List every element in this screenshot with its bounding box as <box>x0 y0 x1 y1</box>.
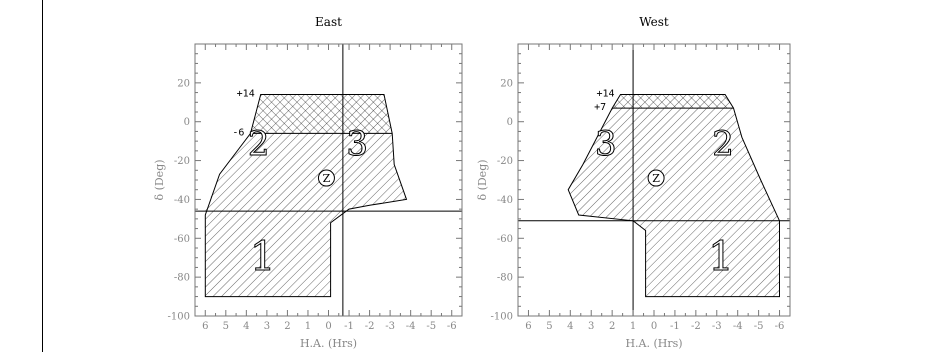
x-tick-label: 3 <box>588 321 594 332</box>
x-tick-label: 4 <box>243 321 249 332</box>
zone-number-label: 3 <box>595 124 617 164</box>
west-panel: West H.A. (Hrs) δ (Deg) 6 5 4 3 2 1 0 -1 -2 -3 -4-… <box>476 15 791 350</box>
panel-title: East <box>315 15 342 29</box>
zone-number-label: 1 <box>250 234 275 280</box>
x-tick-label: -6 <box>775 321 785 332</box>
y-tick-label: 20 <box>500 78 513 89</box>
x-tick-label: 0 <box>325 321 331 332</box>
x-tick-label: 5 <box>223 321 229 332</box>
y-tick-label: -60 <box>174 234 190 245</box>
y-tick-label: -40 <box>174 195 190 206</box>
zenith-label: Z <box>323 172 331 185</box>
zone-cross-hatched <box>612 94 734 109</box>
y-axis-label: δ (Deg) <box>153 159 166 200</box>
y-tick-label: 0 <box>507 117 513 128</box>
x-axis-label: H.A. (Hrs) <box>300 337 357 350</box>
y-tick-label: -20 <box>174 156 190 167</box>
x-tick-label: 6 <box>202 321 208 332</box>
x-tick-label: 1 <box>305 321 311 332</box>
zone-3 <box>568 108 634 221</box>
y-tick-label: -100 <box>491 312 513 323</box>
zenith-marker <box>647 169 665 187</box>
zone-cross-hatched <box>250 94 393 134</box>
y-tick-label: -40 <box>497 195 513 206</box>
y-axis-label: δ (Deg) <box>476 159 489 200</box>
x-tick-label: 1 <box>630 321 636 332</box>
x-tick-label: -2 <box>691 321 701 332</box>
x-tick-label: 4 <box>567 321 573 332</box>
zone-number-label: 3 <box>346 124 368 164</box>
x-axis-label: H.A. (Hrs) <box>625 337 682 350</box>
x-tick-label: -4 <box>733 321 743 332</box>
y-tick-label: 20 <box>177 78 190 89</box>
zone-number-label: 2 <box>248 124 270 164</box>
zenith-label: Z <box>652 172 660 185</box>
y-tick-label: -20 <box>497 156 513 167</box>
x-tick-label: 3 <box>264 321 270 332</box>
y-tick-label: -80 <box>174 273 190 284</box>
zone-2 <box>633 108 780 221</box>
east-panel: East H.A. (Hrs) δ (Deg) 6 5 4 3 2 1 0 -1 -2 -3 -4-… <box>153 15 463 350</box>
zone-3 <box>342 133 407 212</box>
x-tick-label: -3 <box>712 321 722 332</box>
x-tick-label: -6 <box>447 321 457 332</box>
left-margin-rule <box>42 0 43 352</box>
declination-label: +7 <box>594 102 606 113</box>
zenith-marker <box>317 169 335 187</box>
x-tick-label: 5 <box>546 321 552 332</box>
declination-label: +14 <box>237 89 255 100</box>
x-tick-label: 6 <box>525 321 531 332</box>
region-outline <box>567 94 780 298</box>
zone-number-label: 1 <box>708 234 733 280</box>
x-tick-label: 0 <box>651 321 657 332</box>
declination-label: +14 <box>596 89 614 100</box>
panel-title: West <box>639 15 669 29</box>
x-tick-label: 2 <box>284 321 290 332</box>
zone-2 <box>205 133 343 212</box>
x-tick-label: -3 <box>385 321 395 332</box>
zone-1 <box>633 220 780 297</box>
x-tick-label: 2 <box>609 321 615 332</box>
y-tick-label: -60 <box>497 234 513 245</box>
y-tick-label: -100 <box>168 312 190 323</box>
region-outline <box>204 94 408 298</box>
zone-number-label: 2 <box>712 124 734 164</box>
zone-1 <box>205 211 343 297</box>
x-tick-label: -5 <box>754 321 764 332</box>
x-tick-label: -1 <box>344 321 354 332</box>
x-tick-label: -4 <box>406 321 416 332</box>
x-tick-label: -1 <box>670 321 680 332</box>
y-tick-label: 0 <box>184 117 190 128</box>
y-tick-label: -80 <box>497 273 513 284</box>
declination-label: -6 <box>232 127 244 138</box>
x-tick-label: -5 <box>426 321 436 332</box>
x-tick-label: -2 <box>365 321 375 332</box>
